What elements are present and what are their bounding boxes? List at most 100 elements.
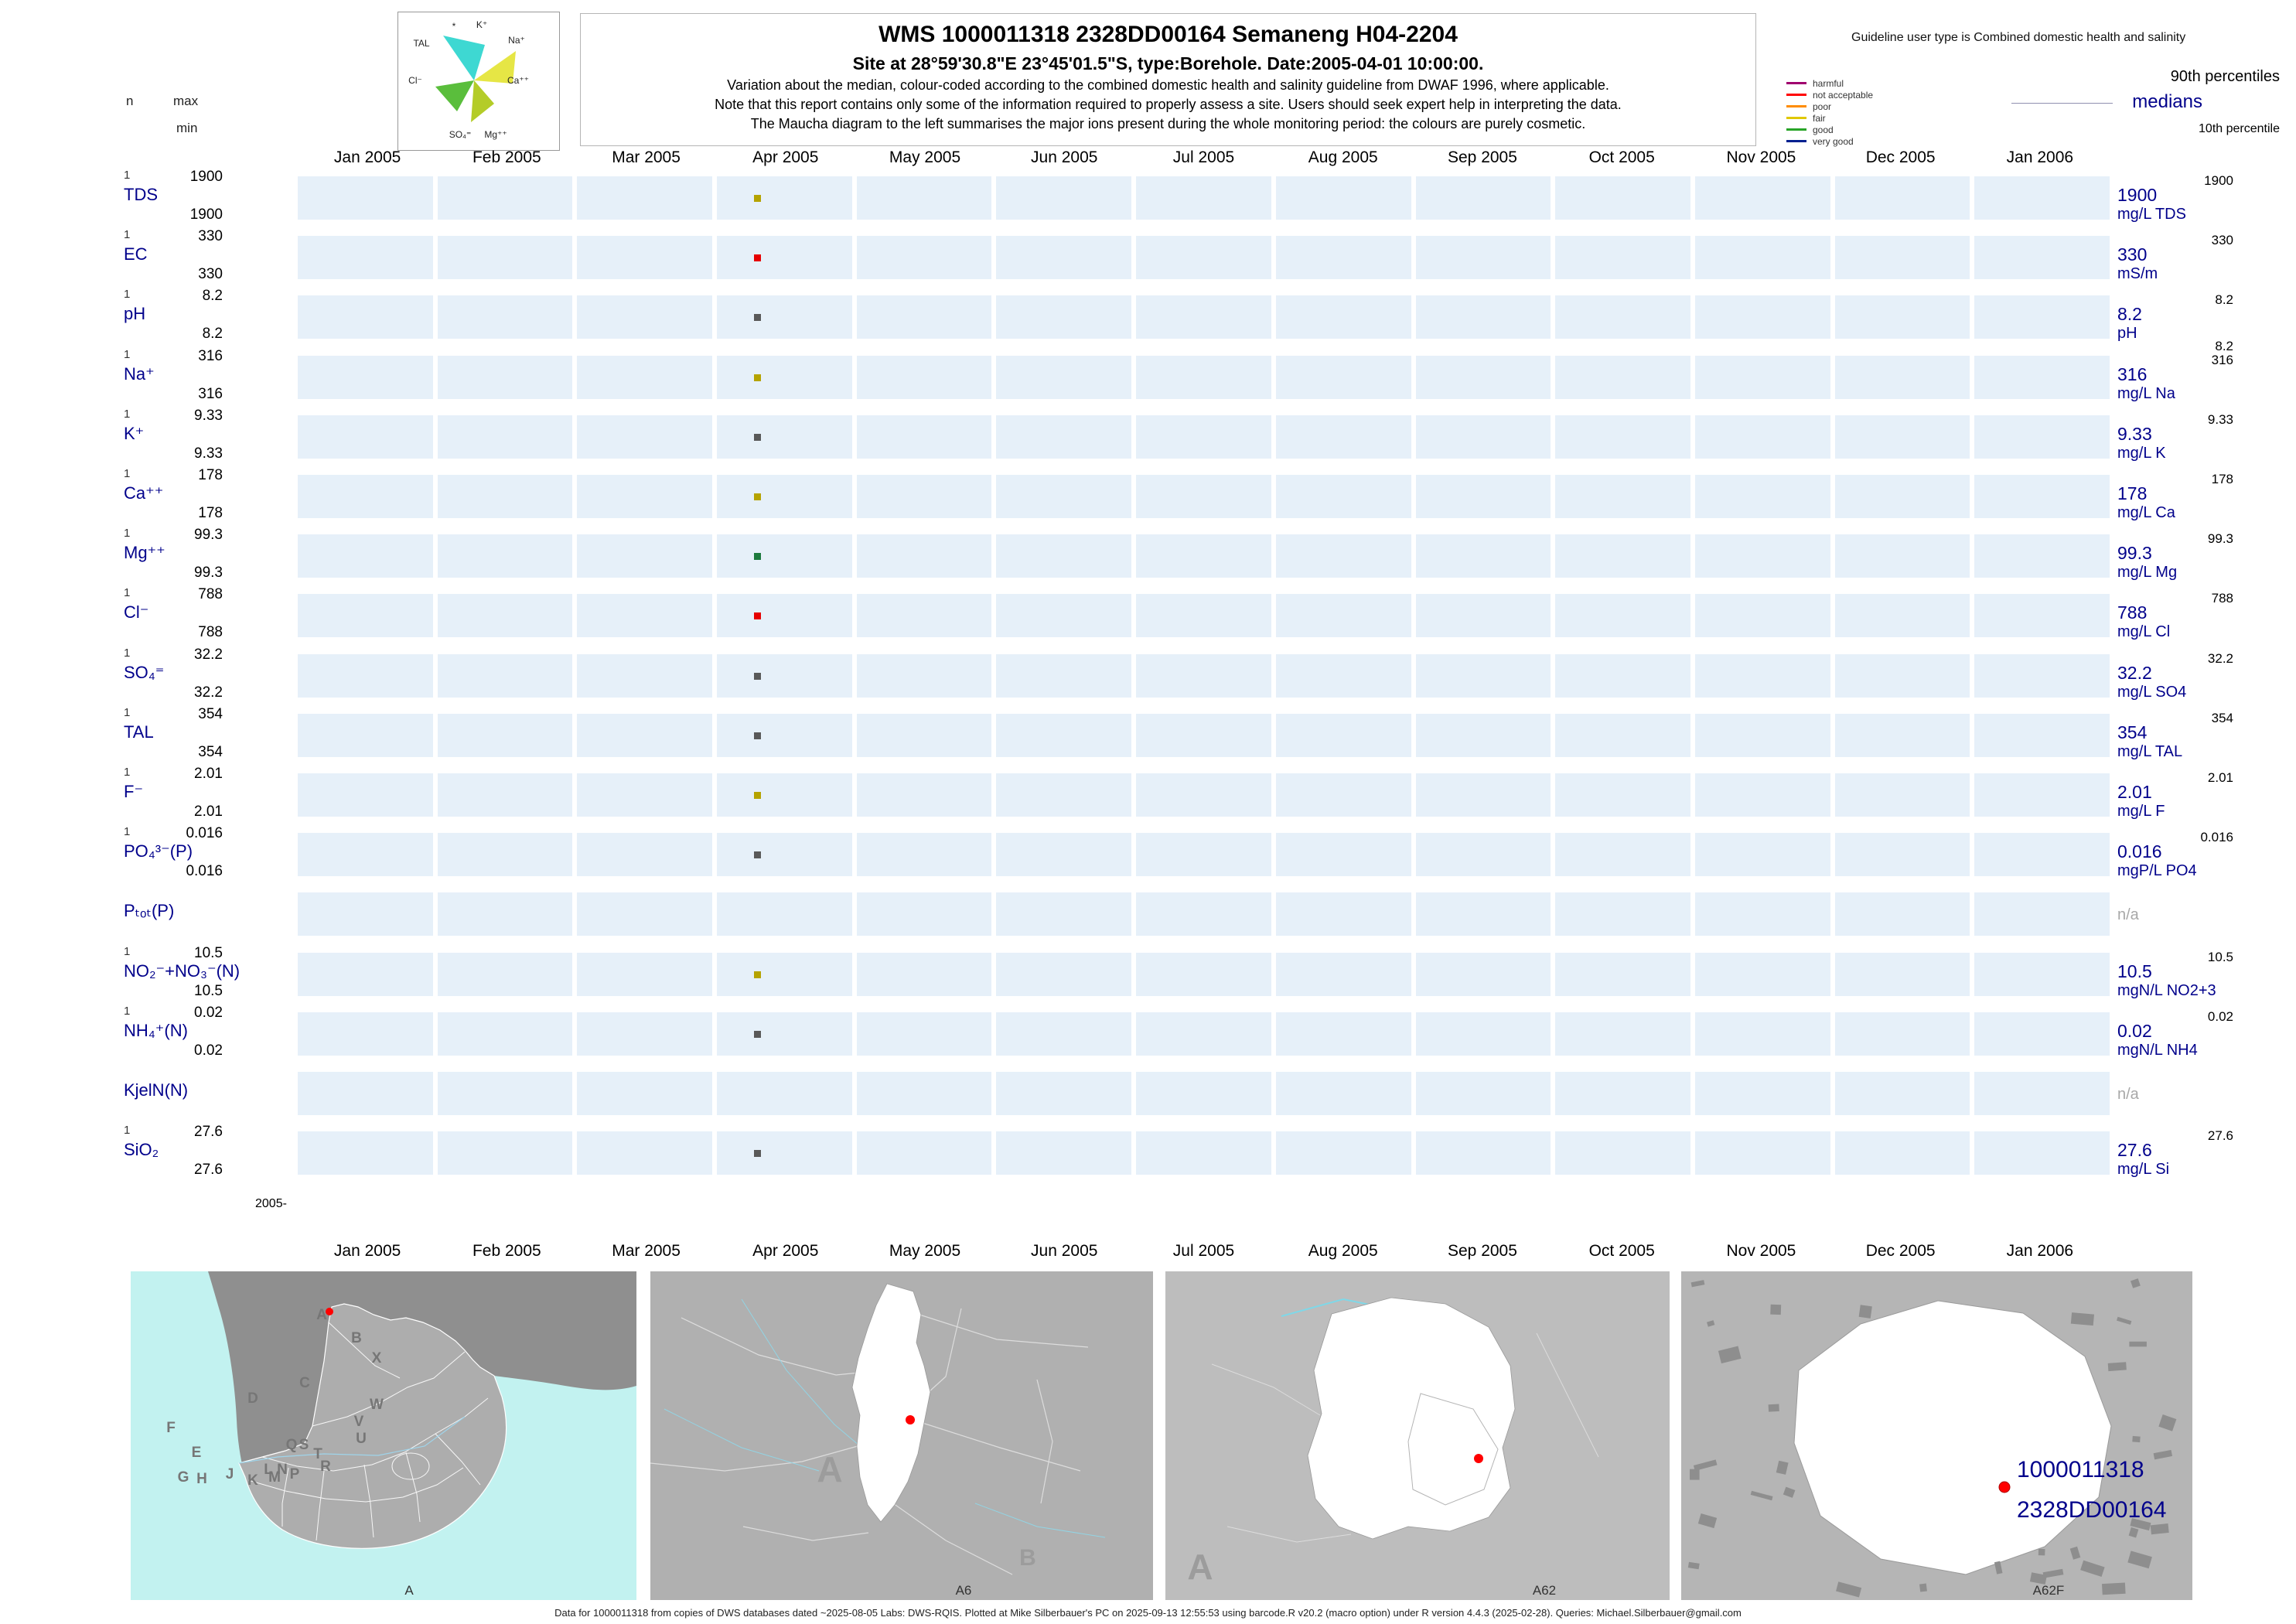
month-band — [298, 773, 2110, 817]
region-label-u: U — [356, 1431, 367, 1447]
row-left-labels: 1 8.2 pH 8.2 — [124, 288, 223, 343]
month-band — [298, 833, 2110, 877]
unit-label: mg/L Mg — [2117, 564, 2178, 582]
month-cell — [1974, 1012, 2110, 1056]
river-line — [238, 1416, 466, 1464]
max-value: 316 — [198, 347, 223, 364]
month-cell — [1694, 1072, 1830, 1115]
month-cell — [1694, 833, 1830, 877]
median-value: 1900 — [2117, 185, 2158, 205]
region-label-r: R — [320, 1459, 331, 1475]
month-cell — [1694, 415, 1830, 459]
month-cell — [1974, 892, 2110, 937]
row-right-labels: n/a — [2117, 1069, 2233, 1124]
farm-parcel — [2127, 1551, 2152, 1569]
month-cell — [856, 833, 992, 877]
n-count: 1 — [124, 1004, 131, 1018]
p90-value: 0.016 — [2200, 830, 2233, 845]
p90-value: 27.6 — [2207, 1128, 2233, 1144]
month-cell — [1974, 1131, 2110, 1175]
month-cell — [1275, 833, 1411, 877]
farm-parcel — [2038, 1548, 2045, 1556]
month-cell — [437, 773, 573, 817]
month-label-bottom-12: Dec 2005 — [1865, 1242, 1936, 1260]
min-value: 788 — [198, 624, 223, 641]
month-cell — [577, 415, 713, 459]
legend-class-not-acceptable: not acceptable — [1786, 89, 1873, 101]
region-label-q: Q — [286, 1437, 298, 1453]
month-label-top-13: Jan 2006 — [2006, 148, 2074, 166]
maucha-label-so4: SO₄⁼ — [449, 129, 472, 140]
month-label-bottom-8: Aug 2005 — [1308, 1242, 1378, 1260]
drainage-boundaries — [247, 1322, 489, 1541]
col-header-n: n — [126, 94, 134, 108]
max-value: 1900 — [189, 169, 223, 185]
month-cell — [717, 952, 852, 996]
month-cell — [856, 415, 992, 459]
min-value: 9.33 — [194, 445, 223, 462]
month-cell — [1136, 653, 1271, 698]
parameter-label: Ca⁺⁺ — [124, 483, 164, 503]
month-band — [298, 1012, 2110, 1056]
chart-row-14: 1 10.5 NO₂⁻+NO₃⁻(N) 10.5 10.5 10.5 mgN/L NO2+3 — [0, 945, 2296, 1005]
n-count: 1 — [124, 646, 131, 660]
month-cell — [1555, 236, 1690, 280]
month-cell — [1694, 1012, 1830, 1056]
median-value: 316 — [2117, 363, 2148, 384]
month-cell — [1275, 952, 1411, 996]
p90-value: 330 — [2211, 233, 2233, 248]
row-left-labels: 1 9.33 K⁺ 9.33 — [124, 408, 223, 462]
month-cell — [1415, 1012, 1551, 1056]
month-cell — [1834, 1072, 1970, 1115]
median-value: 354 — [2117, 722, 2148, 742]
data-point — [753, 195, 761, 202]
month-cell — [1974, 236, 2110, 280]
chart-row-17: 1 27.6 SiO₂ 27.6 27.6 27.6 mg/L Si — [0, 1124, 2296, 1184]
note-variation: Variation about the median, colour-coded… — [727, 77, 1609, 93]
month-cell — [1275, 892, 1411, 937]
min-value: 27.6 — [194, 1162, 223, 1179]
median-label: medians — [2132, 91, 2202, 112]
month-cell — [437, 415, 573, 459]
month-cell — [1555, 1012, 1690, 1056]
month-cell — [717, 295, 852, 339]
parameter-label: K⁺ — [124, 423, 145, 443]
parameter-label: Cl⁻ — [124, 602, 149, 623]
parameter-label: Pₜₒₜ(P) — [124, 901, 175, 921]
maucha-diagram: * K⁺ Na⁺ TAL Cl⁻ Ca⁺⁺ SO₄⁼ Mg⁺⁺ — [397, 12, 560, 151]
map-caption-a: A — [404, 1583, 414, 1598]
month-cell — [1275, 594, 1411, 638]
south-africa-region — [238, 1303, 507, 1549]
farm-parcel — [2132, 1435, 2141, 1443]
parameter-label: NH₄⁺(N) — [124, 1020, 188, 1040]
region-label-w: W — [370, 1397, 384, 1413]
farm-parcel — [1836, 1581, 1862, 1598]
min-value: 0.02 — [194, 1042, 223, 1059]
month-cell — [1415, 176, 1551, 220]
map-quaternary-a62f: 1000011318 2328DD00164 A62F — [1681, 1271, 2192, 1600]
month-cell — [1834, 475, 1970, 518]
parameter-label: SiO₂ — [124, 1140, 159, 1160]
farm-parcel — [1783, 1486, 1796, 1498]
month-cell — [1694, 534, 1830, 578]
month-cell — [1275, 295, 1411, 339]
region-label-l: L — [264, 1462, 273, 1478]
site-marker-detail — [1998, 1481, 2011, 1493]
max-value: 27.6 — [194, 1124, 223, 1141]
n-count: 1 — [124, 766, 131, 779]
month-cell — [437, 355, 573, 399]
unit-label: mg/L TDS — [2117, 206, 2186, 223]
max-value: 8.2 — [202, 288, 223, 305]
month-cell — [577, 295, 713, 339]
chart-row-6: 1 178 Ca⁺⁺ 178 178 178 mg/L Ca — [0, 467, 2296, 527]
row-right-labels: 178 178 mg/L Ca — [2117, 472, 2233, 527]
month-cell — [437, 176, 573, 220]
month-cell — [1974, 176, 2110, 220]
data-point — [753, 971, 761, 978]
month-cell — [996, 1131, 1132, 1175]
month-cell — [996, 594, 1132, 638]
catchment-boundaries — [650, 1308, 1089, 1575]
month-cell — [1415, 236, 1551, 280]
region-label-c: C — [299, 1375, 310, 1391]
month-cell — [996, 653, 1132, 698]
